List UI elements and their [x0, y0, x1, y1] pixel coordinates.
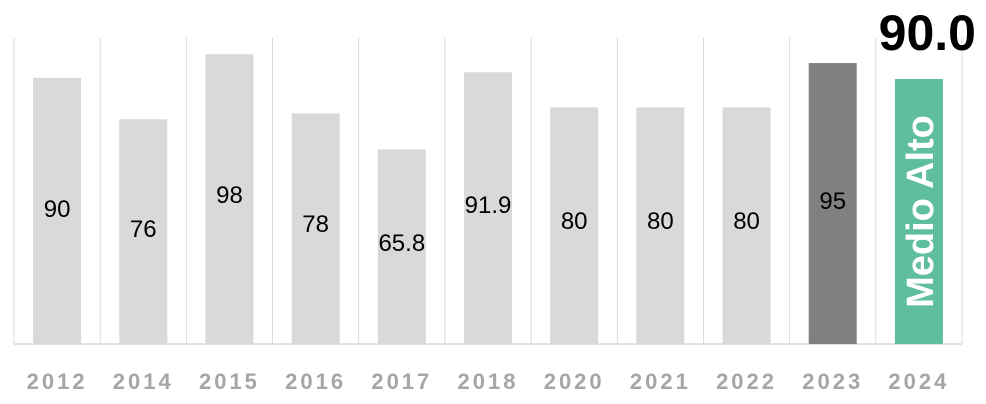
x-tick-label: 2016: [285, 369, 346, 394]
bar: [205, 54, 254, 345]
x-tick-label: 2022: [716, 369, 777, 394]
data-label: 80: [561, 208, 588, 235]
bar: [119, 119, 168, 344]
data-label: 95: [819, 188, 846, 215]
level-label: Medio Alto: [900, 115, 942, 308]
data-label: 76: [130, 216, 157, 243]
bar: [808, 63, 857, 345]
x-tick-label: 2017: [371, 369, 432, 394]
data-label: 65.8: [378, 230, 425, 257]
bar: [550, 107, 599, 344]
data-label: 90: [44, 196, 71, 223]
x-tick-label: 2020: [544, 369, 605, 394]
x-tick-label: 2024: [888, 369, 949, 394]
x-tick-label: 2014: [113, 369, 174, 394]
data-label: 91.9: [465, 192, 512, 219]
bar: [291, 113, 340, 344]
data-label: 98: [216, 182, 243, 209]
x-tick-label: 2021: [630, 369, 691, 394]
bar: [33, 77, 82, 345]
bar: [722, 107, 771, 344]
x-tick-label: 2015: [199, 369, 260, 394]
bar: [636, 107, 685, 344]
data-label: 80: [647, 208, 674, 235]
x-tick-label: 2023: [802, 369, 863, 394]
bar: [377, 149, 426, 344]
bar: [894, 79, 943, 344]
data-label: 80: [733, 208, 760, 235]
bar: [464, 72, 512, 344]
x-tick-label: 2012: [27, 369, 88, 394]
data-label: 78: [302, 211, 329, 238]
x-tick-label: 2018: [458, 369, 519, 394]
headline-value: 90.0: [878, 5, 976, 61]
